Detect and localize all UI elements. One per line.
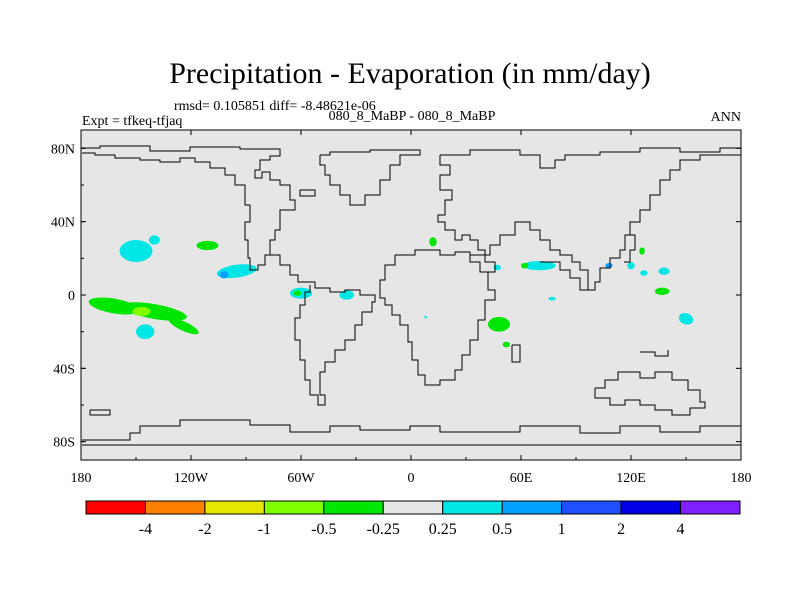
colorbar-label: 1	[558, 521, 566, 538]
anomaly-region-8	[132, 306, 151, 317]
anomaly-region-13	[339, 290, 355, 300]
anomaly-region-19	[521, 262, 529, 269]
anomaly-region-3	[196, 240, 219, 251]
x-tick-label: 0	[408, 471, 415, 486]
anomaly-region-10	[136, 324, 155, 339]
colorbar-label: -0.25	[367, 521, 400, 538]
anomaly-region-27	[548, 296, 556, 301]
colorbar-swatch	[382, 500, 444, 515]
coastline-greenland	[319, 149, 421, 206]
anomaly-region-25	[654, 287, 670, 296]
coastline-iceland	[299, 189, 316, 197]
anomaly-region-21	[639, 247, 645, 255]
anomaly-region-24	[605, 262, 613, 269]
anomaly-region-16	[502, 341, 511, 348]
colorbar-swatch	[442, 500, 503, 515]
experiment-label: Expt = tfkeq-tfjaq	[82, 114, 182, 129]
coastline-antarctica	[82, 419, 741, 441]
anomaly-region-18	[522, 261, 556, 271]
colorbar-label: 2	[617, 521, 625, 538]
coastline-south-america	[294, 281, 376, 406]
anomaly-region-5	[219, 271, 229, 279]
colorbar-label: 0.5	[492, 521, 512, 538]
colorbar-swatch	[85, 500, 146, 515]
colorbar-label: -2	[198, 521, 211, 538]
coastline-australia	[594, 371, 706, 416]
coastline-southeast-asia	[540, 261, 590, 291]
x-tick-label: 180	[71, 471, 92, 486]
coastline-africa	[379, 249, 496, 386]
colorbar-swatch	[561, 500, 622, 515]
anomaly-region-9	[168, 318, 199, 335]
case-label: 080_8_MaBP - 080_8_MaBP	[329, 109, 496, 124]
anomaly-contours	[88, 235, 694, 348]
anomaly-region-20	[627, 262, 635, 270]
colorbar-swatch	[144, 500, 206, 515]
anomaly-region-7	[121, 302, 187, 321]
coastline-ice-shelf-west	[89, 409, 111, 416]
anomaly-region-28	[424, 315, 427, 319]
colorbar-label: -1	[258, 521, 271, 538]
y-tick-label: 80N	[51, 142, 75, 157]
y-tick-label: 0	[68, 289, 75, 304]
map-background	[81, 130, 741, 460]
anomaly-region-12	[293, 290, 302, 296]
colorbar-swatch	[323, 500, 384, 515]
coastline-eurasia	[440, 147, 741, 169]
season-label: ANN	[711, 110, 741, 125]
anomaly-region-23	[640, 270, 648, 276]
coastline-arabia	[470, 254, 496, 273]
anomaly-region-15	[488, 317, 510, 332]
anomaly-region-14	[429, 237, 437, 247]
map-panel: 180 120W 60W 0 60E 120E 180 80N 40N 0 40S 80S	[51, 129, 752, 486]
anomaly-region-2	[148, 235, 160, 245]
anomaly-region-1	[119, 240, 153, 262]
colorbar-label: -0.5	[311, 521, 336, 538]
colorbar-label: -4	[139, 521, 152, 538]
x-tick-label: 180	[731, 471, 752, 486]
anomaly-region-26	[678, 313, 694, 325]
x-tick-label: 120W	[174, 471, 209, 486]
coastlines	[82, 145, 741, 446]
colorbar-label: 0.25	[429, 521, 457, 538]
chart-title: Precipitation - Evaporation (in mm/day)	[169, 57, 651, 90]
coastline-japan	[624, 234, 636, 263]
colorbar-label: 4	[677, 521, 685, 538]
x-tick-label: 60W	[287, 471, 315, 486]
coastline-new-guinea	[640, 350, 669, 357]
coastline-north-america	[82, 145, 296, 271]
y-tick-label: 40N	[51, 216, 75, 231]
colorbar-swatch	[680, 500, 741, 515]
colorbar-swatch	[263, 500, 325, 515]
colorbar-swatch	[620, 500, 682, 515]
colorbar-swatch	[501, 500, 563, 515]
x-tick-label: 60E	[510, 471, 533, 486]
colorbar: -4 -2 -1 -0.5 -0.25 0.25 0.5 1 2 4	[85, 500, 741, 538]
coastline-central-america	[270, 254, 305, 283]
coastline-madagascar	[511, 344, 521, 363]
coastline-eurasia-south	[437, 154, 741, 291]
anomaly-region-22	[658, 267, 670, 275]
y-tick-label: 80S	[53, 436, 75, 451]
stats-label: rmsd= 0.105851 diff= -8.48621e-06	[174, 99, 376, 114]
colorbar-swatch	[204, 500, 265, 515]
x-tick-label: 120E	[616, 471, 646, 486]
axis-ticks: 180 120W 60W 0 60E 120E 180 80N 40N 0 40S 80S	[51, 130, 752, 486]
y-tick-label: 40S	[53, 362, 75, 377]
